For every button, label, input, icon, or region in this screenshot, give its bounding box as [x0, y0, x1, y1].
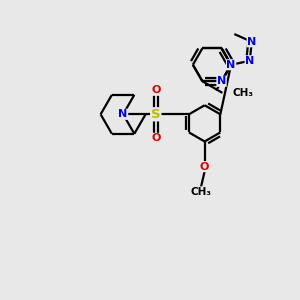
- Text: O: O: [151, 133, 161, 143]
- Text: O: O: [151, 85, 161, 95]
- Text: N: N: [245, 56, 254, 66]
- Text: CH₃: CH₃: [190, 187, 211, 197]
- Text: CH₃: CH₃: [232, 88, 253, 98]
- Text: S: S: [151, 108, 161, 121]
- Text: N: N: [217, 76, 226, 86]
- Text: N: N: [226, 60, 236, 70]
- Text: N: N: [118, 109, 128, 119]
- Text: O: O: [200, 162, 209, 172]
- Text: N: N: [247, 37, 256, 47]
